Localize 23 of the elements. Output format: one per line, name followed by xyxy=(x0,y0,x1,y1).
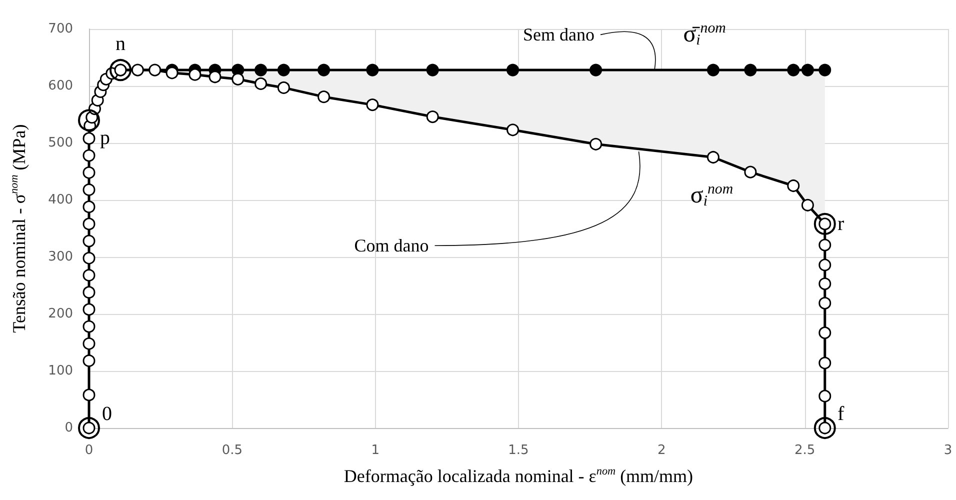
y-tick-label: 100 xyxy=(48,364,73,378)
x-tick-label: 1.5 xyxy=(508,443,529,458)
y-tick-label: 700 xyxy=(48,22,73,36)
annotation: p xyxy=(100,127,110,150)
annotation: n xyxy=(115,33,126,56)
x-tick-label: 1 xyxy=(371,443,380,458)
annotation: Sem dano xyxy=(523,24,595,45)
annotation: f xyxy=(838,403,845,425)
x-tick-label: 0 xyxy=(84,443,94,458)
y-tick-label: 200 xyxy=(48,306,73,322)
x-tick-label: 3 xyxy=(944,443,952,458)
y-tick-label: 400 xyxy=(48,192,73,208)
y-tick-label: 300 xyxy=(48,250,73,264)
x-tick-label: 2 xyxy=(658,443,666,458)
y-tick-label: 500 xyxy=(48,136,73,150)
x-tick-label: 2.5 xyxy=(794,443,816,458)
y-tick-label: 600 xyxy=(48,78,73,94)
annotation: Com dano xyxy=(354,236,429,256)
annotation: r xyxy=(838,212,845,235)
y-axis-title: Tensão nominal - σnom (MPa) xyxy=(8,124,29,333)
y-tick-label: 0 xyxy=(64,420,73,436)
x-tick-label: 0.5 xyxy=(222,443,243,458)
annotation: 0 xyxy=(102,403,112,425)
